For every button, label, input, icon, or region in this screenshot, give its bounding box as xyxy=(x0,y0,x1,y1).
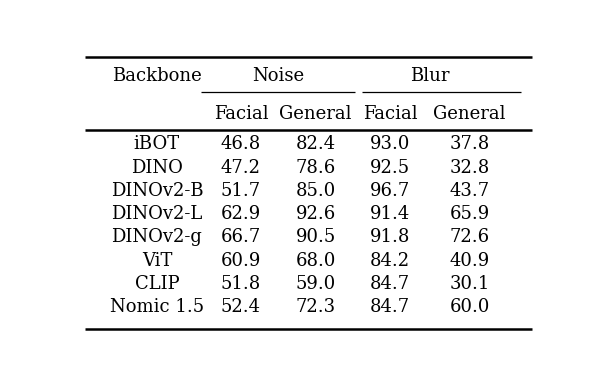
Text: DINOv2-g: DINOv2-g xyxy=(111,228,202,246)
Text: 51.8: 51.8 xyxy=(221,275,261,293)
Text: 51.7: 51.7 xyxy=(221,182,261,200)
Text: 66.7: 66.7 xyxy=(221,228,261,246)
Text: Backbone: Backbone xyxy=(112,67,202,85)
Text: 43.7: 43.7 xyxy=(450,182,489,200)
Text: 40.9: 40.9 xyxy=(449,252,489,270)
Text: 85.0: 85.0 xyxy=(296,182,336,200)
Text: 78.6: 78.6 xyxy=(296,159,336,177)
Text: 59.0: 59.0 xyxy=(296,275,336,293)
Text: 32.8: 32.8 xyxy=(449,159,489,177)
Text: 92.5: 92.5 xyxy=(370,159,410,177)
Text: 91.8: 91.8 xyxy=(370,228,411,246)
Text: 82.4: 82.4 xyxy=(296,135,335,153)
Text: Nomic 1.5: Nomic 1.5 xyxy=(110,298,204,316)
Text: 84.7: 84.7 xyxy=(370,275,410,293)
Text: General: General xyxy=(433,105,506,123)
Text: 60.9: 60.9 xyxy=(221,252,261,270)
Text: 92.6: 92.6 xyxy=(296,205,336,223)
Text: 93.0: 93.0 xyxy=(370,135,411,153)
Text: ViT: ViT xyxy=(141,252,172,270)
Text: 72.3: 72.3 xyxy=(296,298,335,316)
Text: 47.2: 47.2 xyxy=(221,159,261,177)
Text: 62.9: 62.9 xyxy=(221,205,261,223)
Text: 52.4: 52.4 xyxy=(221,298,261,316)
Text: 84.2: 84.2 xyxy=(370,252,410,270)
Text: DINOv2-L: DINOv2-L xyxy=(111,205,202,223)
Text: Facial: Facial xyxy=(363,105,417,123)
Text: 37.8: 37.8 xyxy=(449,135,489,153)
Text: DINO: DINO xyxy=(131,159,183,177)
Text: 91.4: 91.4 xyxy=(370,205,411,223)
Text: DINOv2-B: DINOv2-B xyxy=(111,182,203,200)
Text: General: General xyxy=(279,105,352,123)
Text: 72.6: 72.6 xyxy=(450,228,489,246)
Text: 65.9: 65.9 xyxy=(449,205,489,223)
Text: 68.0: 68.0 xyxy=(296,252,336,270)
Text: iBOT: iBOT xyxy=(134,135,180,153)
Text: 90.5: 90.5 xyxy=(296,228,336,246)
Text: CLIP: CLIP xyxy=(135,275,179,293)
Text: Noise: Noise xyxy=(252,67,304,85)
Text: Blur: Blur xyxy=(410,67,450,85)
Text: 30.1: 30.1 xyxy=(449,275,489,293)
Text: 60.0: 60.0 xyxy=(449,298,489,316)
Text: 46.8: 46.8 xyxy=(221,135,261,153)
Text: Facial: Facial xyxy=(214,105,268,123)
Text: 84.7: 84.7 xyxy=(370,298,410,316)
Text: 96.7: 96.7 xyxy=(370,182,411,200)
